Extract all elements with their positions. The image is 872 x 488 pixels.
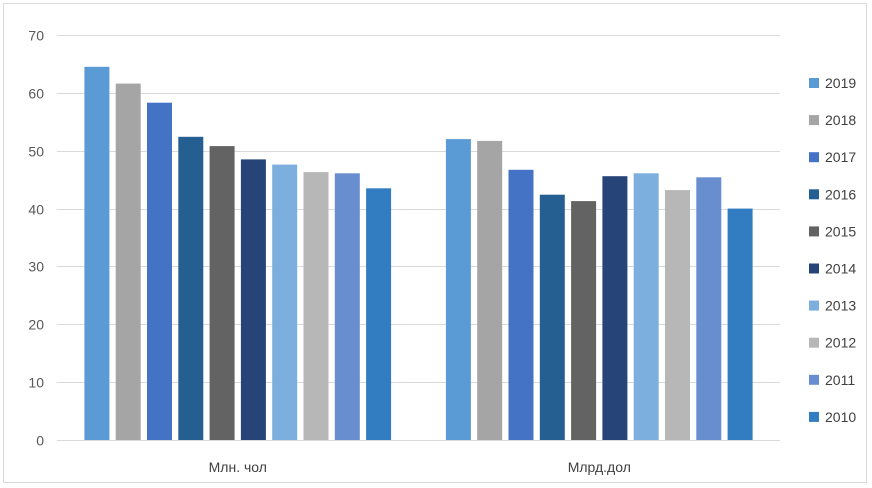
- legend-label-2015: 2015: [825, 223, 856, 239]
- y-tick-label: 70: [28, 28, 44, 44]
- bar-2012-mlrd-dol: [665, 190, 690, 440]
- legend-swatch-2018: [809, 115, 819, 126]
- y-tick-label: 20: [28, 317, 44, 333]
- bar-2019-mlrd-dol: [445, 139, 471, 440]
- bar-2016-mln-chol: [178, 136, 204, 441]
- x-category-label: Млрд.дол: [568, 459, 631, 475]
- bar-2015-mlrd-dol: [571, 201, 597, 440]
- legend-label-2019: 2019: [825, 75, 856, 91]
- x-axis-category-labels: Млн. чол Млрд.дол: [209, 459, 631, 475]
- legend-label-2011: 2011: [825, 372, 855, 388]
- legend-swatch-2014: [809, 263, 819, 274]
- bar-2011-mln-chol: [334, 173, 360, 441]
- y-tick-label: 30: [28, 259, 44, 275]
- legend-swatch-2012: [809, 337, 819, 348]
- bar-2016-mlrd-dol: [539, 194, 565, 440]
- bar-2013-mln-chol: [272, 164, 298, 440]
- bar-2018-mlrd-dol: [477, 140, 503, 440]
- bar-2018-mln-chol: [115, 83, 141, 440]
- bar-2017-mlrd-dol: [508, 169, 534, 441]
- legend-swatch-2015: [809, 226, 819, 237]
- x-category-label: Млн. чол: [209, 459, 267, 475]
- bars: [84, 66, 753, 441]
- y-axis-tick-labels: 0 10 20 30 40 50 60 70: [28, 28, 44, 449]
- bar-2011-mlrd-dol: [696, 177, 722, 441]
- gridlines: [57, 35, 780, 441]
- bar-2010-mlrd-dol: [727, 208, 753, 440]
- legend-label-2012: 2012: [825, 335, 856, 351]
- bar-2015-mln-chol: [209, 146, 235, 440]
- y-tick-label: 40: [28, 202, 44, 218]
- bar-2019-mln-chol: [84, 66, 110, 441]
- legend-label-2010: 2010: [825, 409, 856, 425]
- legend-swatch-2016: [809, 189, 819, 200]
- y-tick-label: 0: [36, 433, 44, 449]
- legend-swatch-2010: [809, 411, 819, 422]
- legend-label-2016: 2016: [825, 186, 856, 202]
- legend-swatch-2013: [809, 300, 819, 311]
- legend-label-2014: 2014: [825, 261, 856, 277]
- bar-2010-mln-chol: [366, 188, 392, 440]
- legend-swatch-2019: [809, 78, 819, 88]
- bar-2014-mlrd-dol: [602, 176, 628, 440]
- legend-swatch-2017: [809, 152, 819, 163]
- legend-label-2018: 2018: [825, 112, 856, 128]
- bar-2012-mln-chol: [303, 172, 329, 440]
- legend-label-2013: 2013: [825, 298, 856, 314]
- bar-2017-mln-chol: [147, 102, 172, 440]
- y-tick-label: 60: [28, 86, 44, 102]
- legend: 2019 2018 2017 2016 2015 2014 2013 2012 2011 2010: [809, 75, 856, 425]
- y-tick-label: 10: [28, 375, 44, 391]
- legend-swatch-2011: [809, 374, 819, 385]
- bar-2013-mlrd-dol: [633, 173, 659, 441]
- legend-label-2017: 2017: [825, 149, 856, 165]
- bar-2014-mln-chol: [240, 159, 266, 440]
- y-tick-label: 50: [28, 144, 44, 160]
